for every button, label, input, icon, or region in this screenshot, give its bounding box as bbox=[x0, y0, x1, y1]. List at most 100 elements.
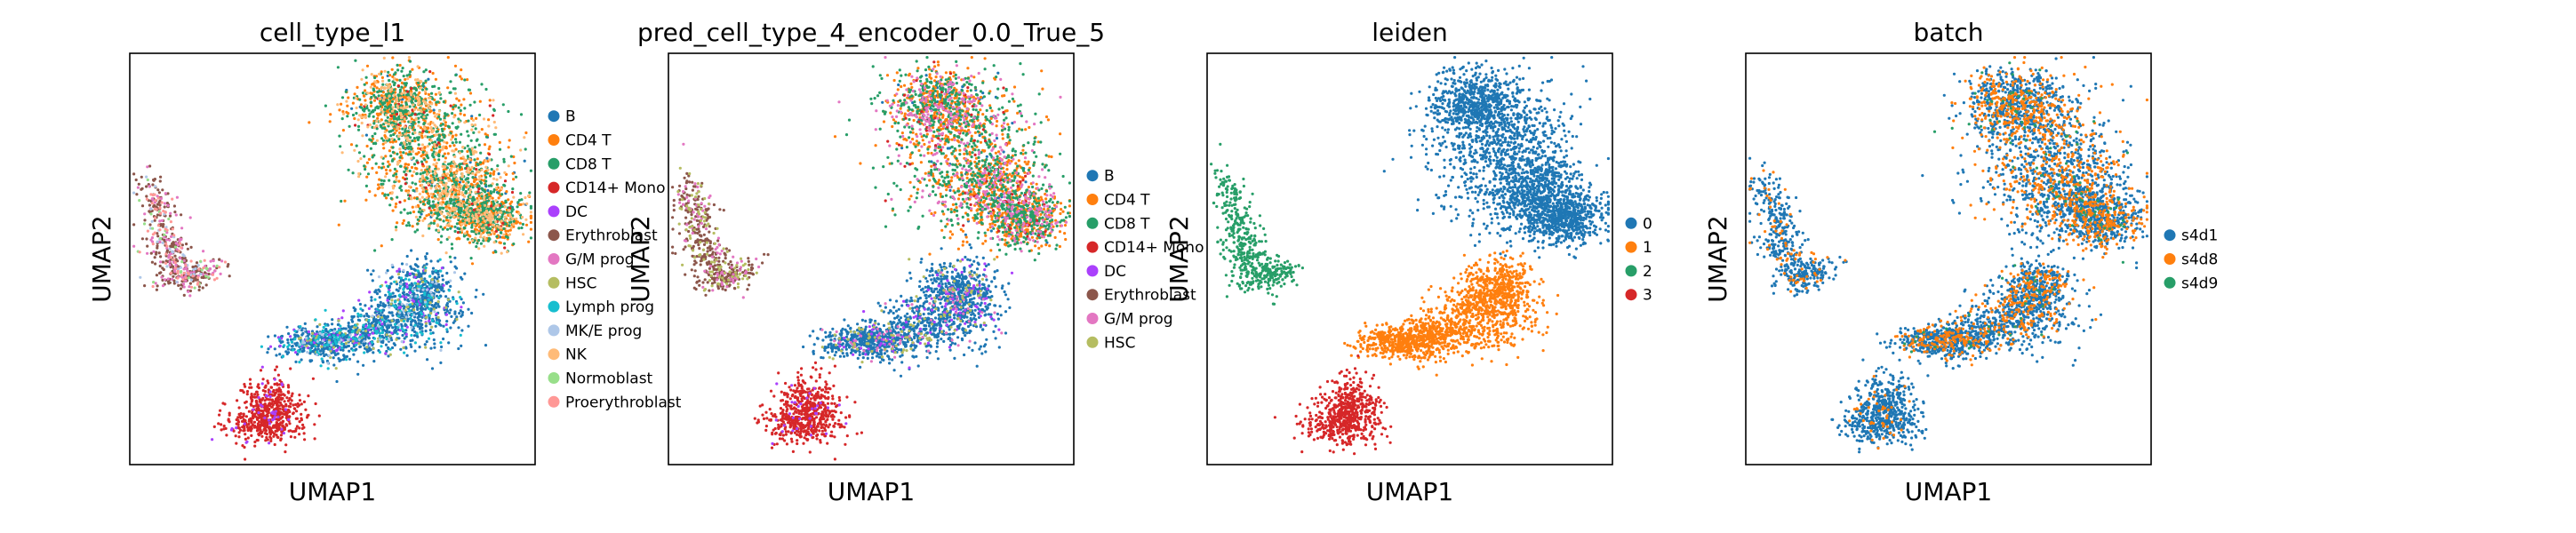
data-point bbox=[376, 113, 379, 115]
data-point bbox=[249, 378, 252, 381]
data-point bbox=[517, 227, 520, 229]
data-point bbox=[388, 326, 390, 329]
data-point bbox=[238, 406, 241, 409]
data-point bbox=[399, 151, 402, 154]
data-point bbox=[443, 219, 445, 222]
data-point bbox=[432, 155, 435, 158]
data-point bbox=[463, 107, 466, 109]
data-point bbox=[299, 325, 301, 328]
data-point bbox=[446, 302, 449, 305]
data-point bbox=[476, 139, 478, 142]
data-point bbox=[175, 281, 178, 283]
data-point bbox=[469, 91, 472, 94]
data-point bbox=[391, 129, 394, 131]
data-point bbox=[433, 342, 436, 345]
data-point bbox=[173, 270, 176, 273]
data-point bbox=[491, 168, 493, 171]
data-point bbox=[520, 113, 523, 115]
data-point bbox=[282, 355, 284, 358]
data-point bbox=[158, 251, 161, 254]
data-point bbox=[497, 192, 500, 195]
data-point bbox=[454, 138, 457, 140]
data-point bbox=[400, 189, 403, 192]
data-point bbox=[372, 115, 375, 118]
data-point bbox=[294, 351, 297, 354]
data-point bbox=[335, 380, 338, 383]
data-point bbox=[370, 296, 372, 298]
data-point bbox=[143, 212, 146, 215]
data-point bbox=[397, 138, 400, 140]
data-point bbox=[417, 269, 420, 272]
data-point bbox=[495, 235, 498, 238]
data-point bbox=[414, 99, 417, 102]
data-point bbox=[156, 289, 158, 291]
data-point bbox=[353, 117, 356, 120]
data-point bbox=[400, 133, 403, 136]
data-point bbox=[452, 141, 454, 144]
data-point bbox=[243, 418, 245, 421]
data-point bbox=[160, 276, 163, 279]
data-point bbox=[400, 276, 403, 279]
data-point bbox=[447, 298, 450, 301]
data-point bbox=[480, 213, 483, 216]
data-point bbox=[415, 153, 418, 155]
data-point bbox=[323, 354, 325, 357]
data-point bbox=[475, 296, 477, 298]
data-point bbox=[460, 345, 462, 347]
data-point bbox=[512, 196, 515, 199]
data-point bbox=[443, 171, 445, 173]
data-point bbox=[453, 165, 456, 168]
data-point bbox=[444, 295, 447, 298]
data-point bbox=[389, 354, 392, 356]
data-point bbox=[293, 338, 296, 340]
data-point bbox=[250, 397, 252, 400]
data-point bbox=[444, 177, 447, 179]
data-point bbox=[441, 274, 444, 277]
data-point bbox=[381, 192, 384, 195]
data-point bbox=[396, 196, 398, 199]
data-point bbox=[140, 176, 143, 179]
data-point bbox=[399, 64, 402, 67]
data-point bbox=[394, 300, 396, 303]
data-point bbox=[477, 187, 480, 190]
data-point bbox=[452, 185, 454, 187]
data-point bbox=[508, 146, 510, 148]
data-point bbox=[422, 130, 425, 132]
data-point bbox=[354, 60, 356, 62]
data-point bbox=[313, 423, 316, 426]
data-point bbox=[470, 257, 473, 259]
data-point bbox=[493, 121, 496, 123]
data-point bbox=[401, 100, 404, 103]
data-point bbox=[500, 231, 502, 234]
data-point bbox=[406, 77, 409, 80]
data-point bbox=[311, 332, 314, 335]
data-point bbox=[151, 261, 154, 264]
data-point bbox=[173, 204, 176, 207]
data-point bbox=[410, 323, 412, 326]
data-point bbox=[164, 202, 166, 204]
data-point bbox=[282, 420, 284, 423]
data-point bbox=[392, 133, 395, 136]
data-point bbox=[347, 112, 349, 115]
data-point bbox=[190, 279, 193, 282]
data-point bbox=[418, 288, 420, 290]
data-point bbox=[332, 334, 335, 337]
data-point bbox=[410, 326, 412, 329]
data-point bbox=[370, 147, 372, 150]
data-point bbox=[524, 131, 527, 134]
data-point bbox=[426, 177, 428, 179]
data-point bbox=[368, 158, 371, 161]
data-point bbox=[442, 123, 444, 125]
data-point bbox=[439, 324, 442, 327]
data-point bbox=[376, 91, 379, 93]
data-point bbox=[350, 325, 353, 328]
data-point bbox=[435, 325, 437, 328]
data-point bbox=[287, 390, 290, 393]
data-point bbox=[457, 217, 460, 219]
data-point bbox=[463, 114, 466, 116]
data-point bbox=[450, 195, 452, 198]
data-point bbox=[403, 320, 405, 322]
data-point bbox=[391, 138, 394, 140]
data-point bbox=[372, 360, 375, 362]
data-point bbox=[378, 166, 380, 169]
